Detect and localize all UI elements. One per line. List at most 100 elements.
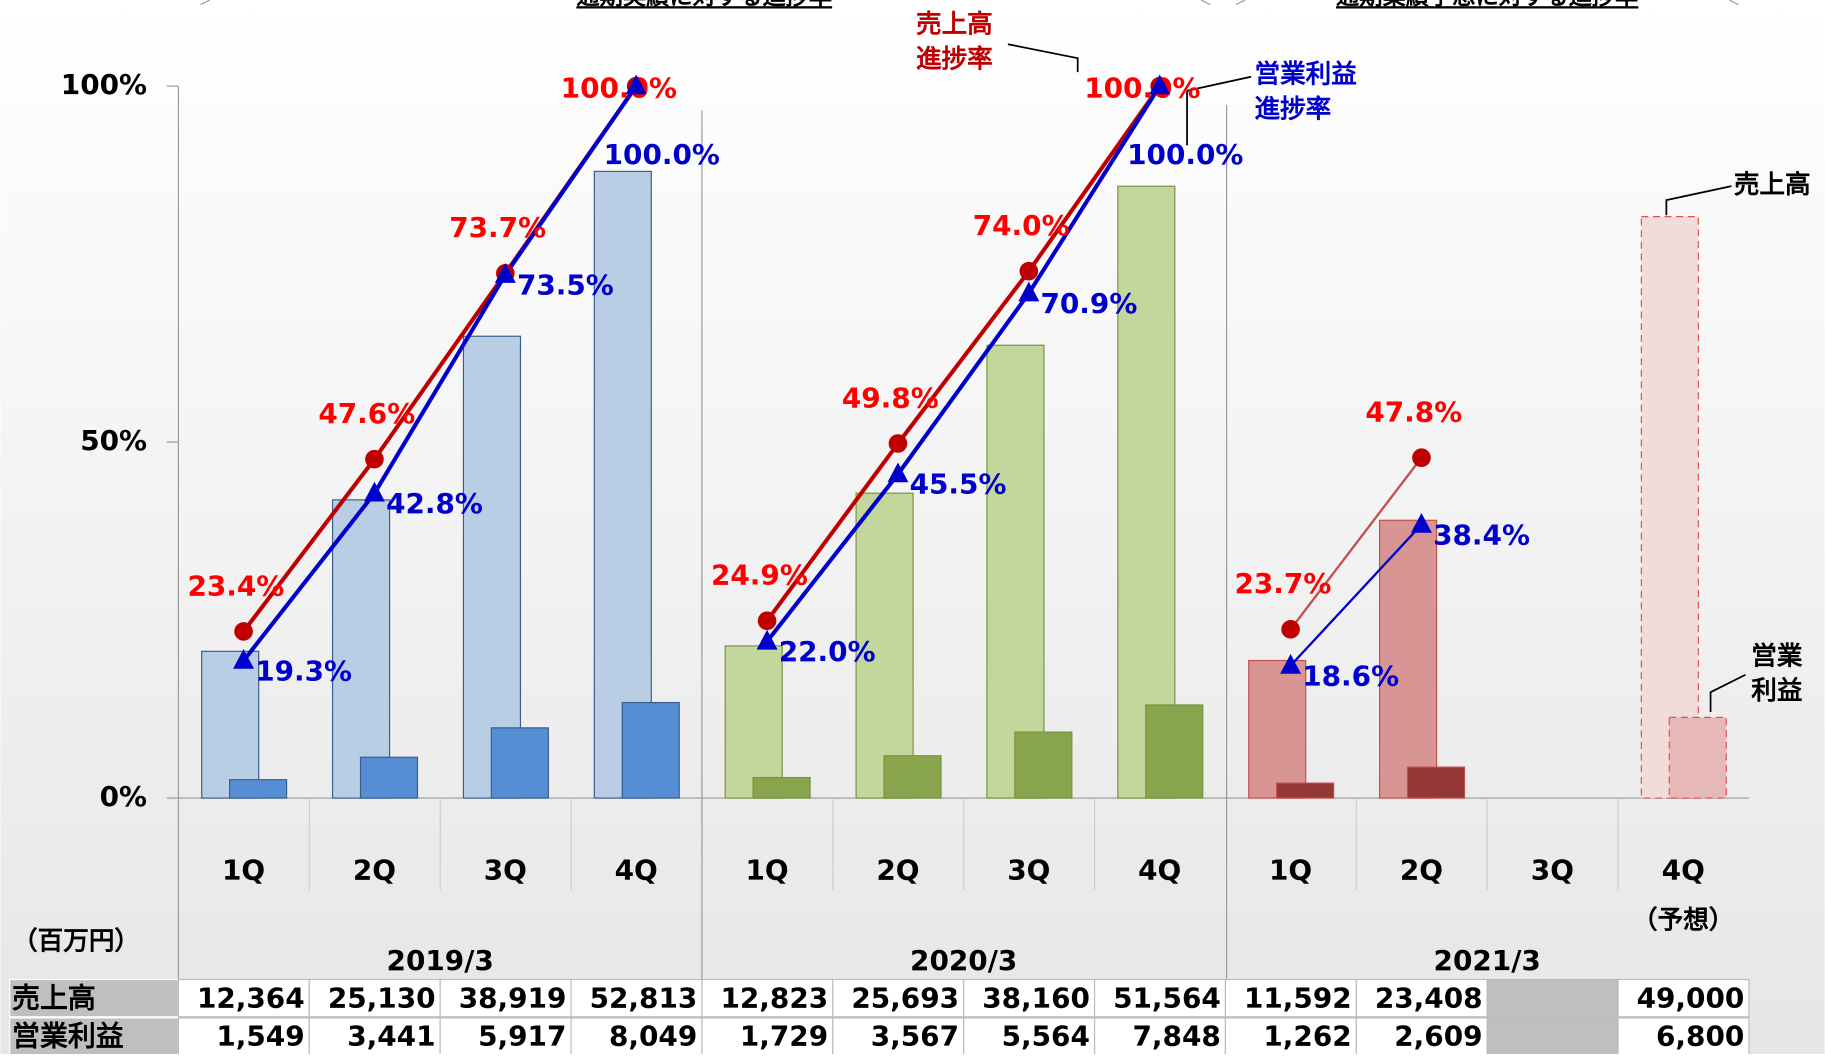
- profit-bar: [1014, 731, 1073, 799]
- profit-rate-label: 19.3%: [255, 654, 352, 687]
- annotation: 進捗率: [916, 43, 993, 74]
- table-cell: [1355, 978, 1488, 1018]
- sales-rate-label: 47.6%: [318, 397, 415, 430]
- profit-bar: [229, 779, 288, 799]
- year-label: 2019/3: [387, 944, 494, 977]
- sales-bar: [1117, 185, 1176, 799]
- table-value: 5,564: [1002, 1020, 1090, 1053]
- x-tick-label: 1Q: [746, 853, 789, 886]
- profit-bar: [490, 727, 549, 799]
- table-value: 38,160: [982, 981, 1090, 1014]
- table-value: 8,049: [609, 1020, 697, 1053]
- table-value: 25,693: [851, 981, 959, 1014]
- profit-rate-label: 70.9%: [1040, 287, 1137, 320]
- table-value: 2,609: [1394, 1020, 1482, 1053]
- progress-line: [765, 84, 1162, 622]
- annotation: 営業利益: [1255, 60, 1357, 90]
- x-tick-label: 1Q: [1269, 853, 1312, 886]
- table-cell: [570, 978, 703, 1018]
- sales-rate-label: 47.8%: [1365, 396, 1462, 429]
- table-value: 51,564: [1113, 981, 1221, 1014]
- annotation: 進捗率: [1255, 94, 1332, 125]
- table-value: 5,917: [478, 1020, 566, 1053]
- profit-rate-label: 45.5%: [910, 468, 1007, 501]
- profit-rate-marker: [1280, 654, 1302, 674]
- profit-rate-marker: [887, 462, 909, 483]
- table-cell: [439, 1017, 572, 1056]
- table-cell: [1224, 978, 1357, 1018]
- x-tick-label: 2Q: [1400, 853, 1443, 886]
- profit-rate-label: 38.4%: [1433, 518, 1530, 551]
- profit-bar: [1406, 766, 1466, 799]
- sales-rate-marker: [1412, 448, 1431, 468]
- table-cell: [1486, 978, 1619, 1018]
- profit-rate-label: 18.6%: [1302, 659, 1399, 692]
- table-value: 3,567: [871, 1020, 959, 1053]
- profit-rate-marker: [1149, 74, 1171, 95]
- annotation: 売上高: [916, 9, 993, 40]
- table-value: 1,549: [216, 1020, 304, 1053]
- sales-rate-label: 24.9%: [711, 559, 808, 592]
- profit-bar: [621, 701, 680, 799]
- table-value: 7,848: [1133, 1020, 1221, 1053]
- table-cell: [1617, 1017, 1750, 1056]
- table-value: 23,408: [1375, 981, 1483, 1014]
- table-value: 3,441: [347, 1020, 435, 1053]
- forecast-note: （予想）: [1632, 905, 1734, 935]
- table-value: 12,823: [720, 981, 828, 1014]
- table-cell: [963, 978, 1096, 1018]
- profit-rate-label: 100.0%: [1127, 138, 1243, 171]
- sales-rate-marker: [234, 622, 253, 641]
- sales-bar: [1248, 659, 1307, 799]
- progress-line: [241, 84, 638, 662]
- year-label: 2021/3: [1434, 944, 1541, 977]
- profit-rate-label: 100.0%: [604, 138, 720, 171]
- table-value: 6,800: [1656, 1020, 1744, 1053]
- profit-bar: [1145, 704, 1204, 799]
- sales-rate-marker: [888, 434, 908, 453]
- table-value: 25,130: [328, 981, 436, 1014]
- y-tick-label: 50%: [80, 424, 147, 457]
- table-value: 1,262: [1263, 1020, 1351, 1053]
- progress-line: [765, 85, 1162, 643]
- table-cell: [308, 1017, 441, 1056]
- table-value: 52,813: [590, 981, 698, 1014]
- profit-rate-label: 22.0%: [779, 635, 876, 668]
- table-cell: [701, 1017, 834, 1056]
- x-tick-label: 2Q: [876, 853, 919, 886]
- profit-bar: [752, 776, 811, 799]
- sales-bar: [593, 170, 652, 799]
- table-cell: [1093, 978, 1227, 1018]
- sales-rate-marker: [365, 449, 384, 469]
- sales-bar: [724, 645, 783, 799]
- table-cell: [963, 1017, 1096, 1056]
- top-note: 通期業績予想に対する進捗率: [1336, 0, 1638, 10]
- y-tick-label: 100%: [61, 68, 147, 101]
- row-header: 売上高: [12, 981, 96, 1014]
- profit-rate-marker: [625, 74, 647, 95]
- profit-bar: [359, 756, 419, 799]
- sales-rate-label: 100.0%: [561, 72, 677, 105]
- leader-line: [1186, 75, 1252, 146]
- sales-bar: [855, 492, 914, 799]
- sales-rate-label: 49.8%: [842, 381, 939, 414]
- sales-rate-marker: [757, 611, 777, 631]
- sales-rate-label: 73.7%: [449, 211, 546, 244]
- row-header-cell: [9, 978, 180, 1018]
- table-cell: [177, 978, 310, 1018]
- progress-line: [1289, 457, 1423, 631]
- sales-rate-marker: [1281, 620, 1300, 639]
- x-tick-label: 3Q: [1531, 853, 1574, 886]
- profit-rate-marker: [1410, 513, 1432, 533]
- profit-rate-marker: [363, 481, 385, 502]
- leader-line: [1709, 673, 1746, 712]
- profit-rate-marker: [756, 629, 778, 650]
- sales-bar: [462, 335, 522, 799]
- x-tick-label: 4Q: [1662, 853, 1705, 886]
- table-cell: [1093, 1017, 1227, 1056]
- profit-bar: [1276, 782, 1335, 799]
- x-tick-label: 2Q: [353, 853, 396, 886]
- brace: [200, 0, 1739, 6]
